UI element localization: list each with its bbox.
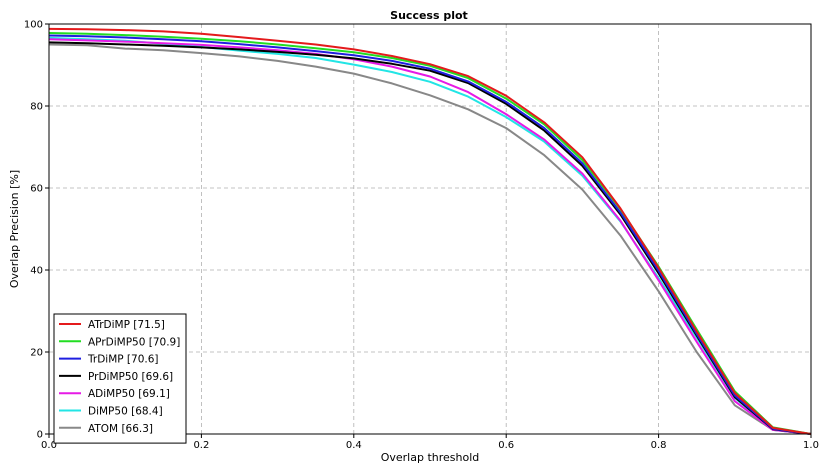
- x-tick-label: 0.8: [651, 440, 667, 451]
- legend-entry-label: DiMP50 [68.4]: [88, 406, 163, 418]
- y-tick-label: 100: [24, 20, 43, 31]
- y-tick-label: 80: [30, 102, 43, 113]
- legend: ATrDiMP [71.5] APrDiMP50 [70.9] TrDiMP [70…: [54, 314, 186, 443]
- x-axis-label: Overlap threshold: [381, 451, 480, 464]
- legend-entry-label: ATrDiMP [71.5]: [88, 319, 165, 331]
- legend-entry-label: ATOM [66.3]: [88, 423, 153, 435]
- y-tick-label: 40: [30, 266, 43, 277]
- x-tick-label: 0.2: [193, 440, 209, 451]
- y-axis-label: Overlap Precision [%]: [8, 170, 21, 288]
- x-tick-label: 0.4: [346, 440, 362, 451]
- chart-title: Success plot: [390, 9, 468, 22]
- legend-entry-label: PrDiMP50 [69.6]: [88, 371, 173, 383]
- y-tick-label: 60: [30, 184, 43, 195]
- x-tick-label: 0.6: [498, 440, 514, 451]
- legend-entry-label: ADiMP50 [69.1]: [88, 388, 170, 400]
- y-tick-label: 0: [37, 430, 43, 441]
- x-tick-label: 1.0: [803, 440, 819, 451]
- y-tick-label: 20: [30, 348, 43, 359]
- legend-entry-label: APrDiMP50 [70.9]: [88, 336, 180, 348]
- legend-entry-label: TrDiMP [70.6]: [87, 354, 159, 366]
